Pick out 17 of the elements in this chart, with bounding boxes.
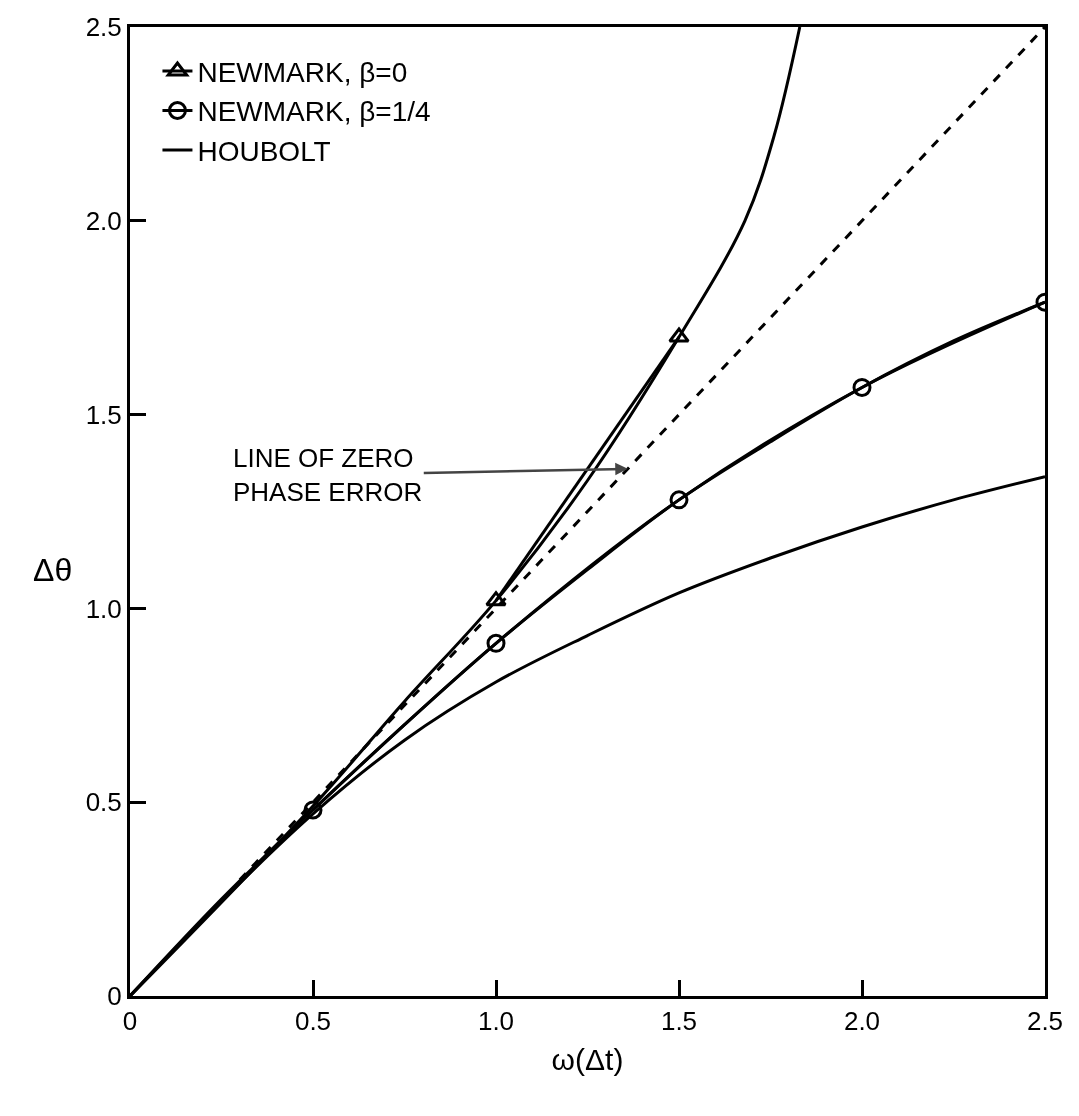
- y-tick-label: 1.0: [85, 593, 122, 624]
- legend-label: NEWMARK, β=0: [197, 57, 408, 88]
- y-axis-title: Δθ: [33, 552, 73, 588]
- y-tick-label: 2.0: [85, 205, 122, 236]
- x-tick-label: 2.5: [1026, 1006, 1064, 1037]
- y-tick-label: 0.5: [85, 787, 122, 818]
- legend-label: HOUBOLT: [197, 135, 331, 167]
- y-tick-label: 1.5: [85, 399, 122, 430]
- x-tick-label: 0.5: [294, 1006, 332, 1037]
- x-tick-label: 1.5: [660, 1006, 698, 1037]
- legend-label: NEWMARK, β=1/4: [197, 96, 431, 128]
- annotation: LINE OF ZERO PHASE ERROR: [233, 443, 423, 507]
- x-tick-label: 1.0: [477, 1006, 515, 1037]
- y-tick-label: 2.5: [85, 12, 122, 43]
- x-tick-label: 2.0: [843, 1006, 881, 1037]
- x-axis-title: ω(Δt): [551, 1042, 624, 1076]
- y-tick-label: 0: [107, 981, 122, 1012]
